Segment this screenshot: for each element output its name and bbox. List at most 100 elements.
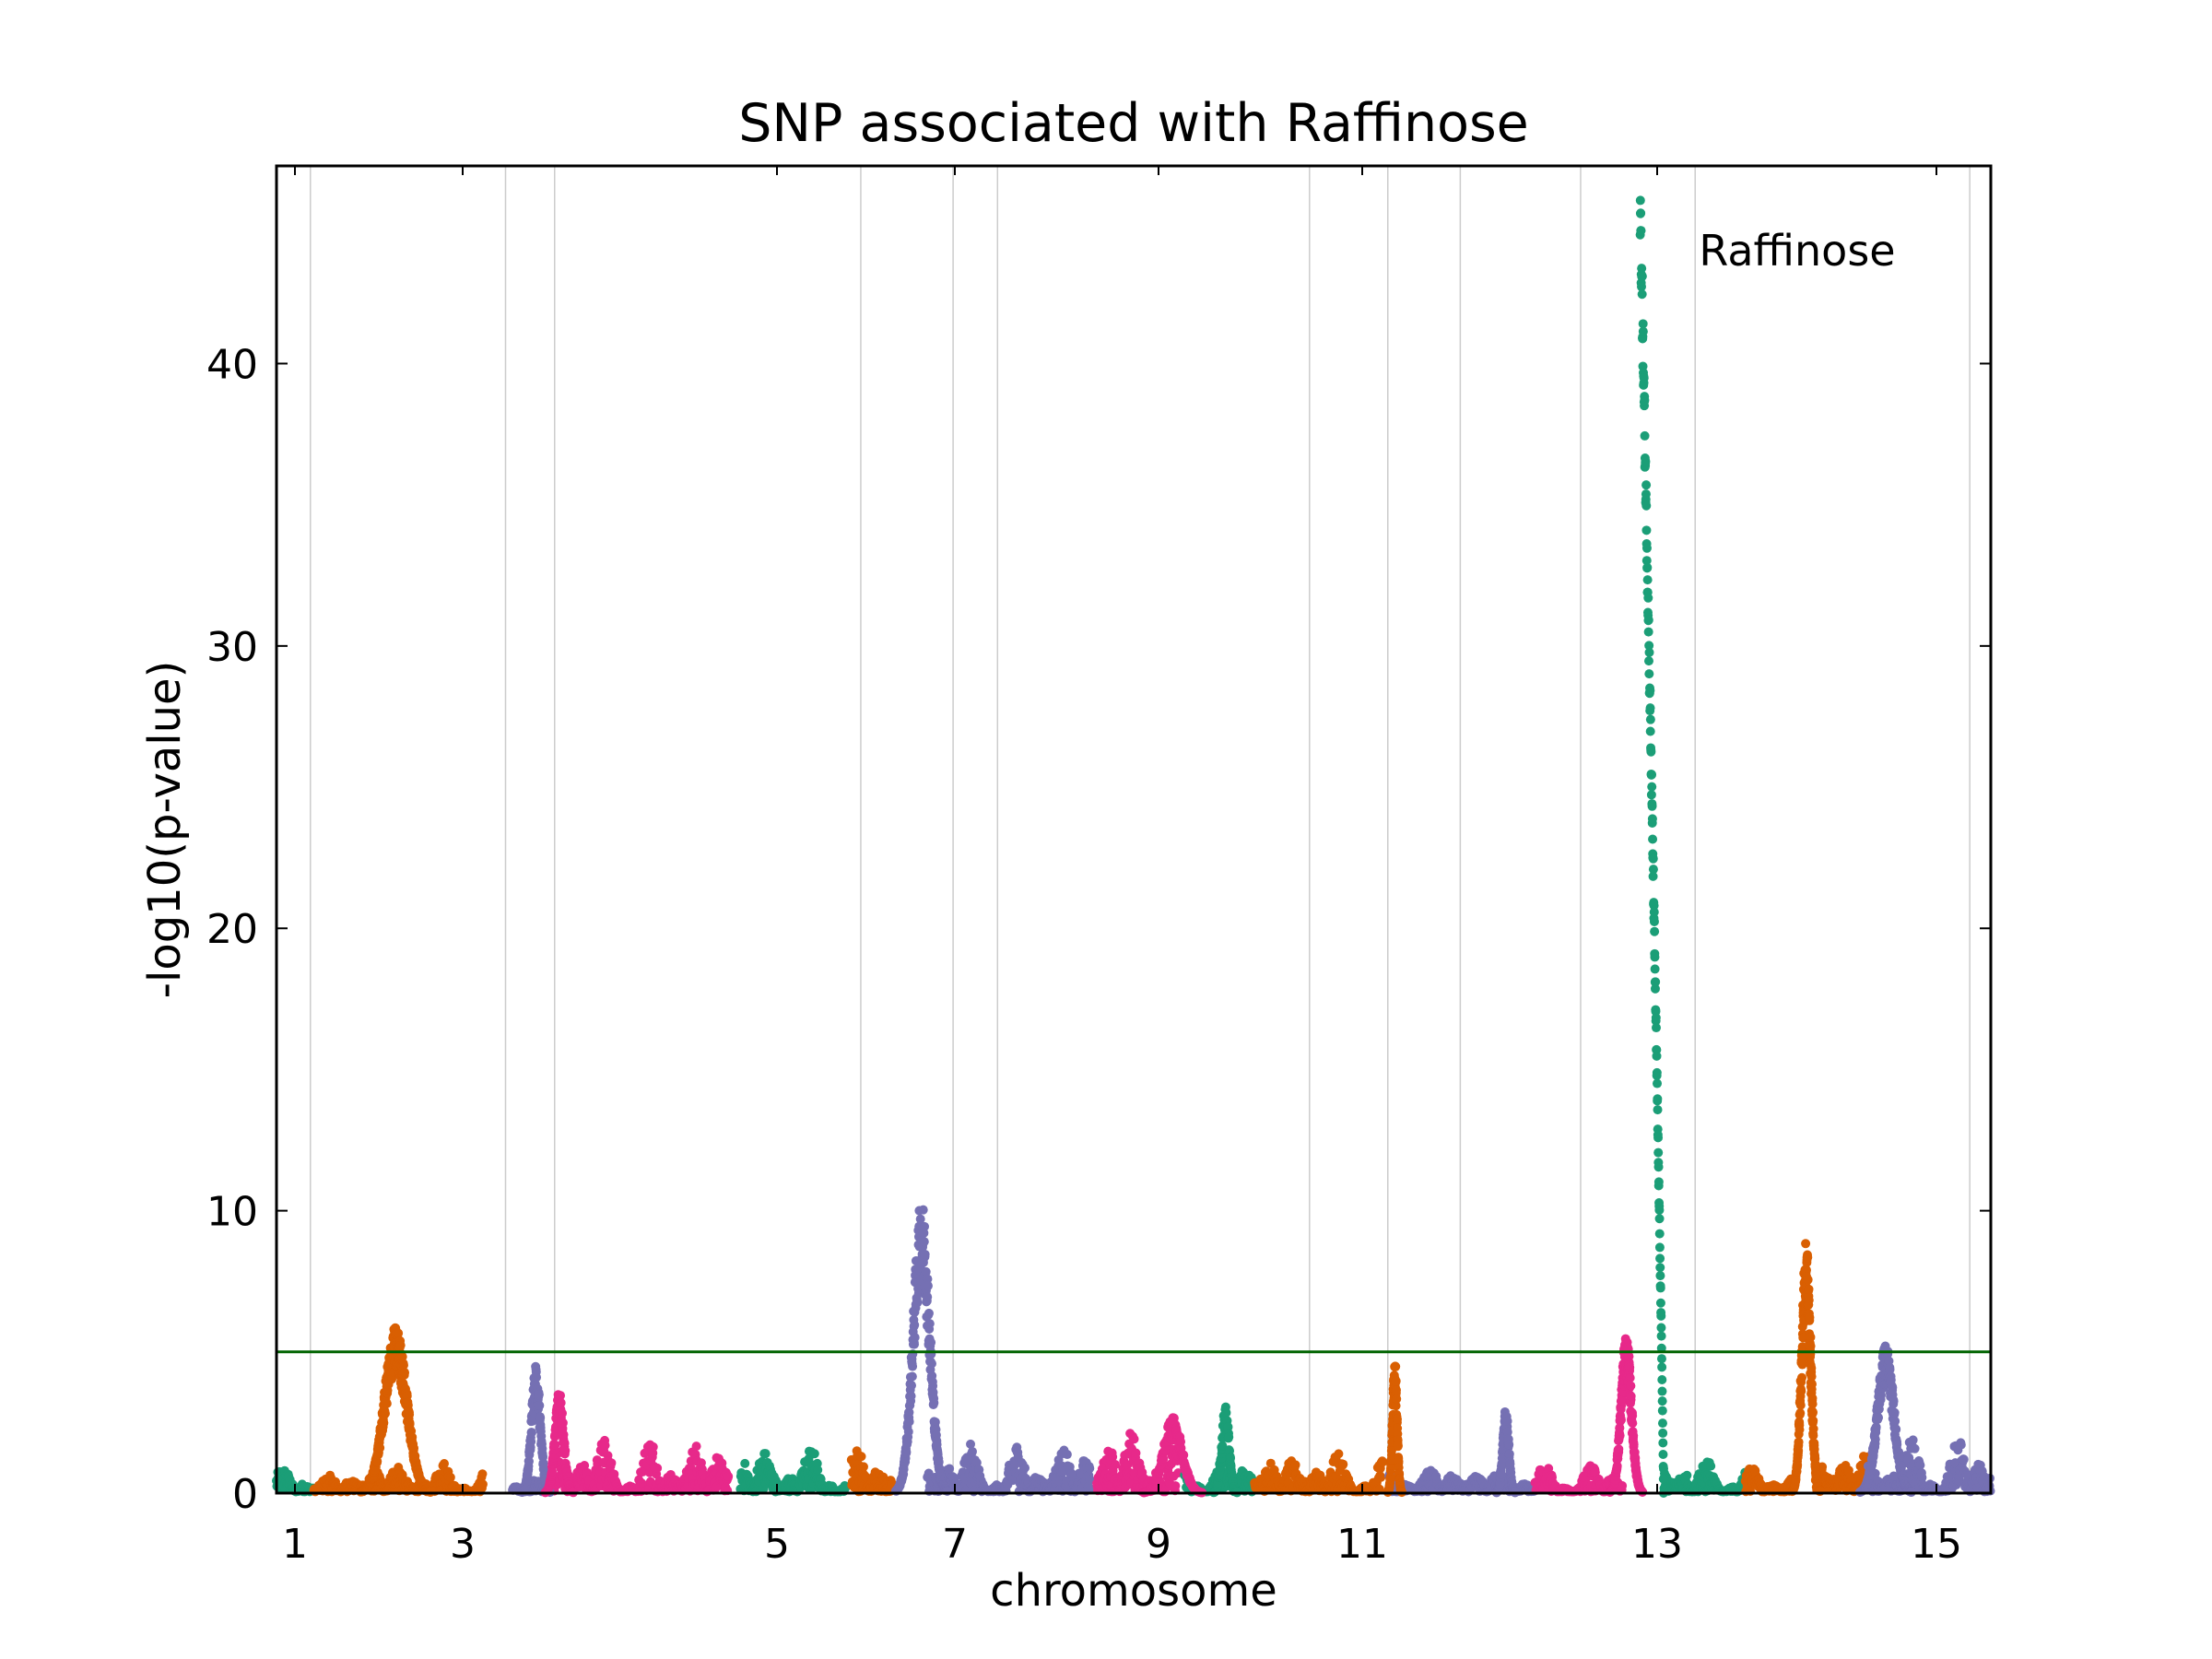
snp-point — [926, 1337, 936, 1347]
snp-point — [558, 1408, 568, 1418]
snp-point — [910, 1333, 920, 1343]
snp-point — [858, 1462, 868, 1472]
snp-point — [1392, 1414, 1402, 1424]
snp-point — [1020, 1463, 1030, 1473]
snp-point — [813, 1465, 823, 1475]
snp-point — [1391, 1361, 1401, 1371]
snp-point — [1614, 1444, 1624, 1454]
plot-area — [276, 166, 1991, 1493]
snp-point — [394, 1328, 404, 1338]
snp-point — [923, 1281, 933, 1291]
snp-point — [1626, 1391, 1636, 1401]
snp-point — [375, 1442, 385, 1453]
snp-point — [532, 1372, 542, 1382]
snp-point — [1334, 1449, 1344, 1459]
snp-point — [550, 1440, 560, 1450]
snp-point — [1615, 1430, 1625, 1441]
snp-point — [405, 1409, 415, 1419]
snp-point — [1131, 1448, 1141, 1458]
snp-point — [580, 1461, 590, 1471]
snp-point — [1625, 1372, 1635, 1382]
snp-point — [1378, 1457, 1388, 1467]
snp-point — [382, 1398, 392, 1408]
snp-point — [380, 1408, 390, 1418]
snp-point — [1376, 1472, 1386, 1482]
snp-point — [1706, 1461, 1716, 1471]
snp-point — [1392, 1394, 1402, 1404]
snp-point — [903, 1427, 913, 1437]
snp-point — [534, 1390, 544, 1400]
snp-point — [945, 1464, 955, 1474]
snp-point — [906, 1391, 916, 1401]
snp-point — [1616, 1415, 1626, 1425]
snp-point — [1502, 1416, 1512, 1426]
snp-point — [924, 1319, 935, 1329]
snp-point — [395, 1340, 406, 1350]
snp-point — [929, 1398, 939, 1408]
snp-point — [920, 1221, 930, 1231]
snp-point — [1959, 1454, 1969, 1465]
snp-point — [1626, 1381, 1636, 1391]
snp-point — [1391, 1385, 1401, 1395]
snp-point — [1504, 1449, 1514, 1459]
snp-point — [906, 1381, 916, 1391]
snp-point — [1085, 1464, 1095, 1474]
snp-point — [740, 1458, 750, 1468]
snp-point — [445, 1472, 455, 1482]
snp-point — [920, 1249, 930, 1259]
snp-point — [967, 1446, 977, 1456]
snp-point — [400, 1368, 410, 1378]
snp-point — [1794, 1425, 1805, 1435]
snp-point — [1797, 1372, 1807, 1382]
snp-point — [918, 1205, 928, 1215]
snp-point — [1062, 1450, 1072, 1460]
chromosome-boundary-lines — [310, 166, 1971, 1493]
snp-point — [1066, 1468, 1077, 1478]
snp-point — [691, 1441, 701, 1452]
snp-point — [1111, 1460, 1121, 1470]
snp-point — [1682, 1470, 1692, 1480]
snp-point — [1908, 1435, 1918, 1445]
snp-point — [600, 1441, 610, 1451]
snp-point — [1391, 1376, 1401, 1386]
snp-point — [942, 1487, 952, 1497]
snp-point — [904, 1417, 914, 1427]
snp-point — [907, 1371, 917, 1382]
snp-point — [439, 1459, 449, 1469]
snp-point — [1625, 1362, 1635, 1372]
snp-point — [1796, 1386, 1806, 1396]
snp-point — [966, 1439, 976, 1449]
snp-point — [760, 1449, 771, 1459]
snp-point — [556, 1398, 566, 1408]
snp-point — [1290, 1460, 1300, 1470]
snp-point — [912, 1298, 923, 1308]
snp-point — [535, 1400, 545, 1410]
snp-point — [1915, 1460, 1925, 1470]
snp-point — [1794, 1437, 1804, 1447]
snp-point — [1628, 1418, 1638, 1429]
snp-point — [648, 1441, 658, 1452]
snp-point — [1795, 1408, 1806, 1418]
snp-point — [910, 1320, 920, 1330]
snp-point — [809, 1449, 819, 1459]
snp-point — [1374, 1484, 1384, 1494]
snp-point — [919, 1237, 929, 1247]
snp-point — [924, 1308, 934, 1318]
snp-point — [1795, 1400, 1806, 1410]
snp-point — [526, 1428, 536, 1438]
snp-point — [1338, 1459, 1348, 1469]
snp-point — [1129, 1434, 1139, 1444]
snp-point — [908, 1361, 918, 1371]
snp-point — [558, 1418, 568, 1428]
snp-point — [1956, 1440, 1966, 1450]
snp-point — [477, 1469, 488, 1479]
snp-point — [1393, 1441, 1403, 1451]
snp-point — [1504, 1440, 1514, 1450]
snp-point — [653, 1463, 663, 1473]
snp-point — [724, 1471, 734, 1481]
snp-point — [606, 1458, 617, 1468]
snp-point — [923, 1292, 933, 1302]
snp-point — [1171, 1481, 1181, 1491]
snp-point — [856, 1452, 866, 1462]
